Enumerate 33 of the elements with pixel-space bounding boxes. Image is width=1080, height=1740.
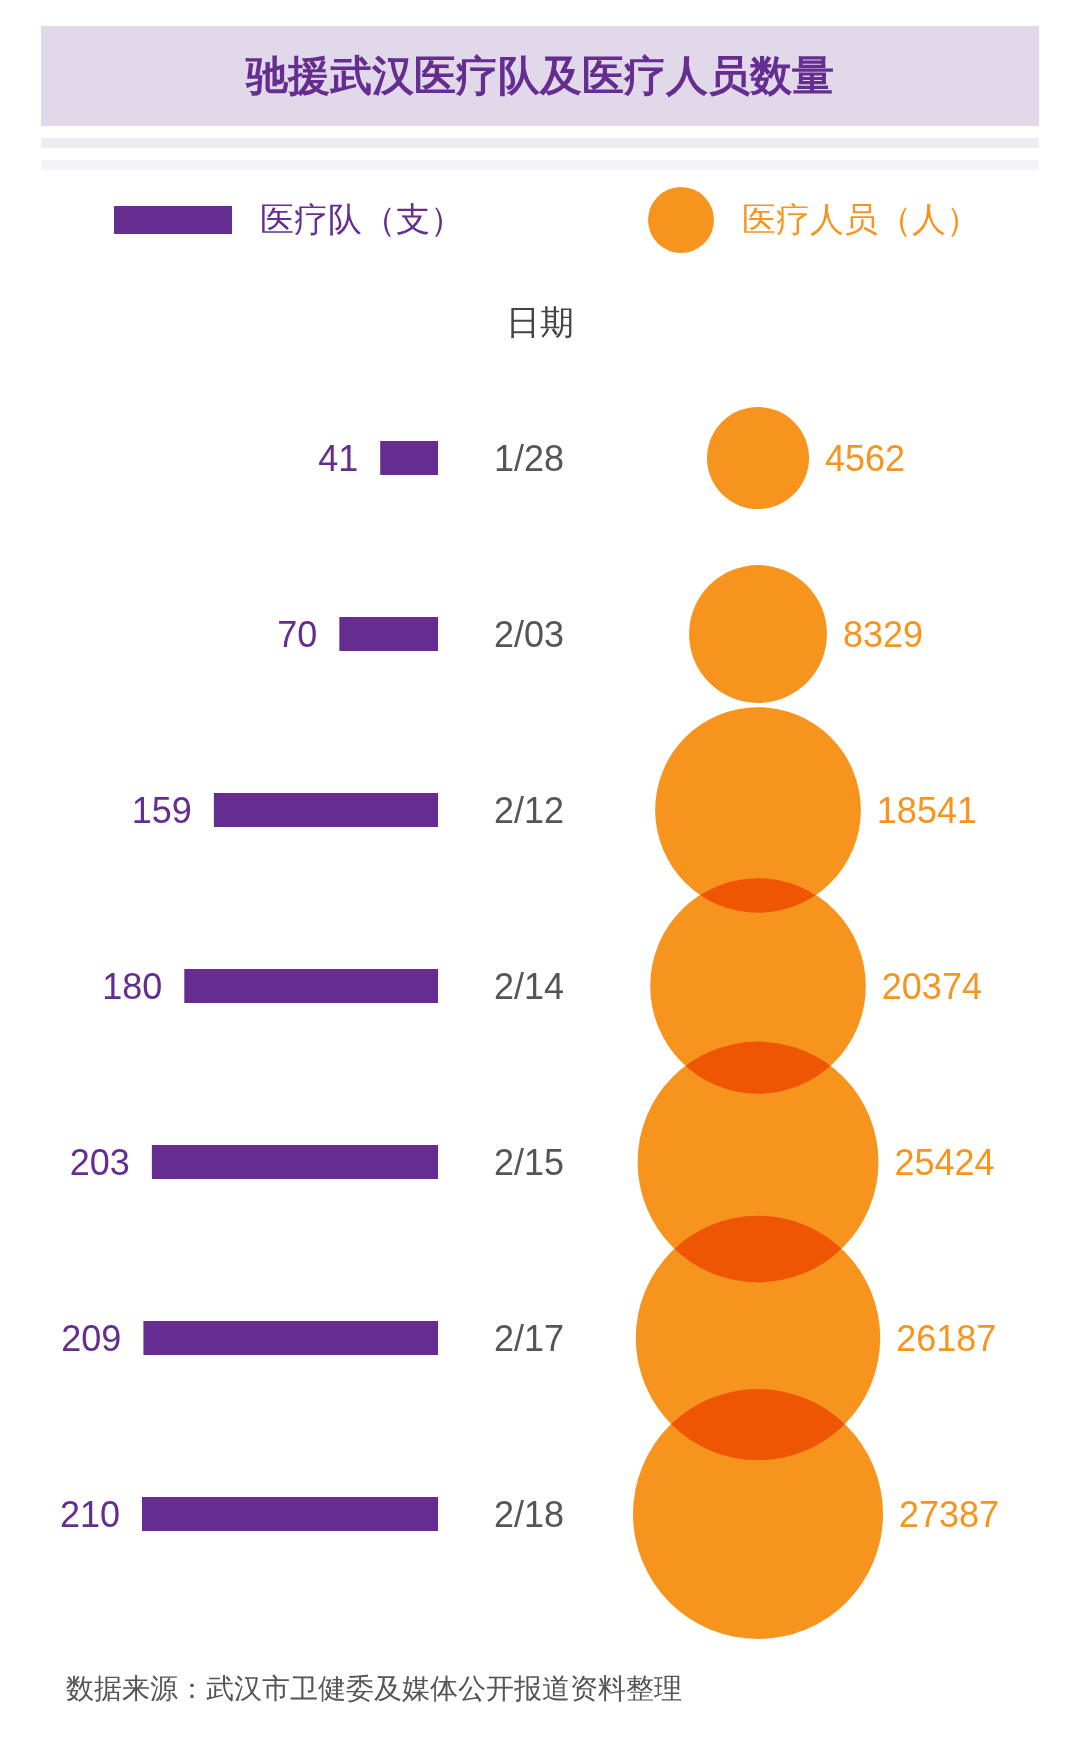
data-label: 180	[102, 965, 163, 1007]
data-label: 209	[61, 1317, 122, 1359]
data-label: 41	[318, 437, 359, 479]
data-label: 18541	[876, 789, 977, 831]
y-tick-label: 2/14	[494, 965, 565, 1007]
bar	[184, 969, 438, 1003]
data-label: 20374	[881, 965, 982, 1007]
bar	[339, 617, 438, 651]
bar	[151, 1145, 438, 1179]
data-label: 25424	[894, 1141, 995, 1183]
y-tick-label: 2/17	[494, 1317, 565, 1359]
data-label: 4562	[825, 437, 906, 479]
data-label: 26187	[896, 1317, 997, 1359]
y-tick-label: 2/18	[494, 1493, 565, 1535]
y-tick-label: 2/12	[494, 789, 565, 831]
data-label: 8329	[842, 613, 924, 655]
data-label: 203	[69, 1141, 130, 1183]
source-note: 数据来源：武汉市卫健委及媒体公开报道资料整理	[66, 1672, 683, 1706]
legend-label: 医疗人员（人）	[742, 199, 980, 240]
y-tick-label: 2/15	[494, 1141, 565, 1183]
bar	[142, 1497, 438, 1531]
data-label: 27387	[899, 1493, 1000, 1535]
text: 驰援武汉医疗队及医疗人员数量	[246, 51, 834, 101]
y-tick-label: 2/03	[494, 613, 565, 655]
y-tick-label: 1/28	[494, 437, 565, 479]
bar	[213, 793, 438, 827]
data-label: 159	[131, 789, 192, 831]
data-label: 210	[59, 1493, 120, 1535]
y-axis-title: 日期	[506, 302, 574, 343]
data-label: 70	[277, 613, 318, 655]
bar	[143, 1321, 438, 1355]
bar	[380, 441, 438, 475]
legend-label: 医疗队（支）	[260, 199, 464, 240]
